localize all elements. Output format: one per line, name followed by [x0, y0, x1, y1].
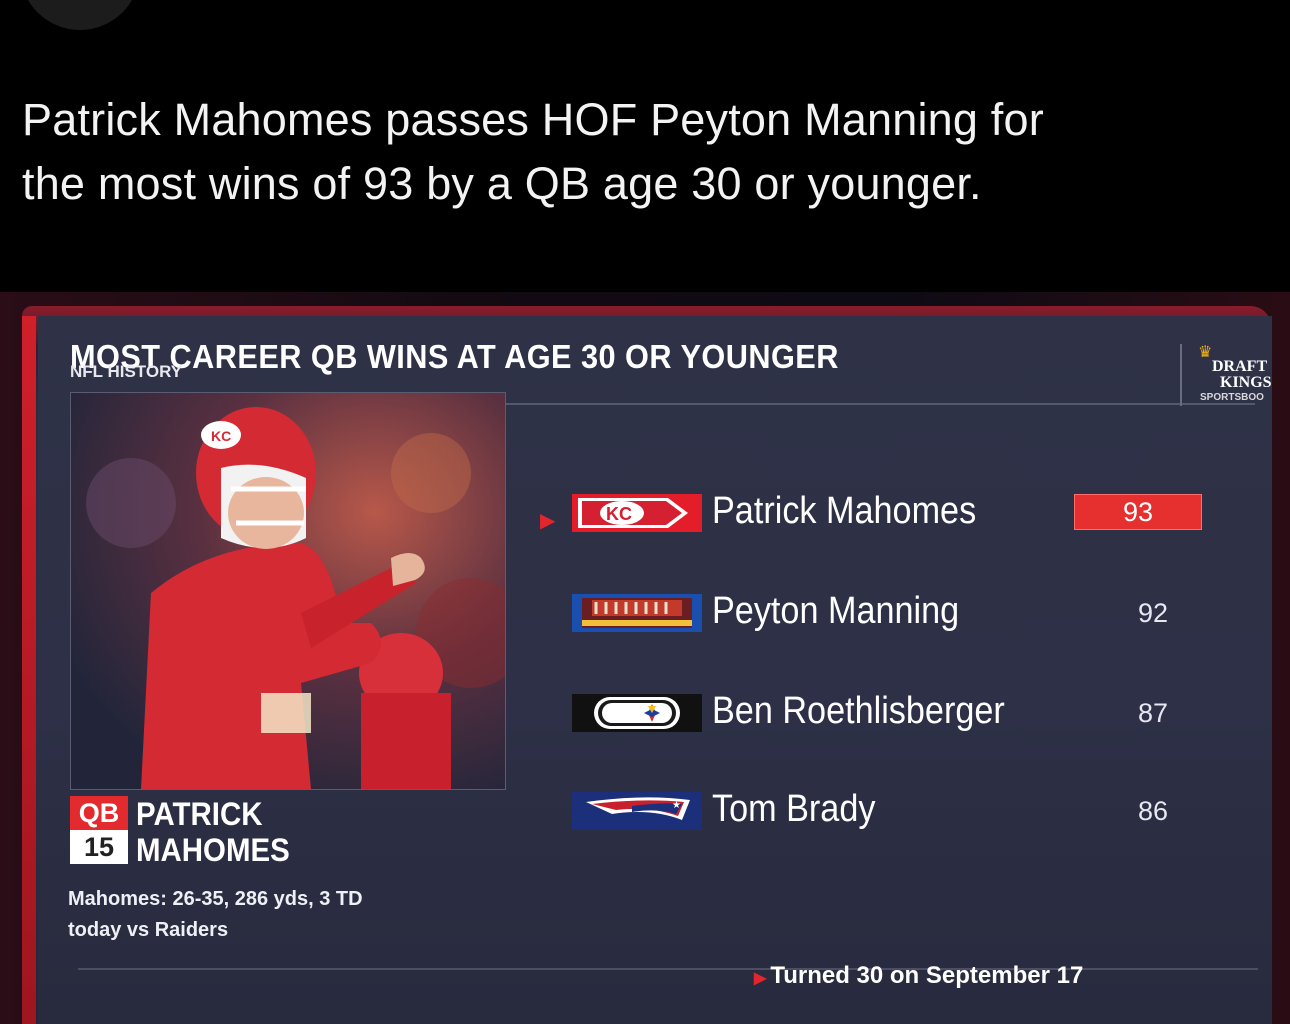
player-name: PATRICK MAHOMES — [136, 796, 290, 868]
current-player-arrow-icon: ▶ — [540, 510, 556, 532]
leader-name: Ben Roethlisberger — [712, 690, 1005, 732]
crown-icon: ♛ — [1198, 344, 1213, 361]
player-first-name: PATRICK — [136, 796, 263, 832]
graphic-red-edge — [22, 316, 36, 1024]
chiefs-logo: KC — [572, 494, 702, 532]
leader-row: ★ Tom Brady 86 — [540, 788, 1220, 848]
leader-wins-highlight: 93 — [1074, 494, 1202, 530]
sponsor-line-3: SPORTSBOO — [1200, 392, 1264, 403]
leader-row: ▶ KC Patrick Mahomes 93 — [540, 490, 1220, 550]
leader-name: Tom Brady — [712, 788, 876, 830]
title-divider — [505, 403, 1255, 405]
steelers-logo — [572, 694, 702, 732]
player-position: QB — [70, 796, 128, 830]
game-stats-line-2: today vs Raiders — [68, 919, 229, 941]
svg-text:KC: KC — [211, 428, 231, 444]
game-stats-line-1: Mahomes: 26-35, 286 yds, 3 TD — [68, 888, 363, 910]
player-last-name: MAHOMES — [136, 832, 290, 868]
svg-text:KC: KC — [606, 504, 632, 524]
draftkings-logo: ♛ DRAFT KINGS SPORTSBOO — [1180, 344, 1274, 406]
jersey-badge: QB 15 — [70, 796, 128, 864]
tweet-text: Patrick Mahomes passes HOF Peyton Mannin… — [22, 88, 1272, 216]
leader-wins: 92 — [1137, 598, 1169, 628]
game-stats: Mahomes: 26-35, 286 yds, 3 TD today vs R… — [68, 884, 363, 946]
footnote-arrow-icon: ▶ — [754, 970, 767, 987]
tweet-line-1: Patrick Mahomes passes HOF Peyton Mannin… — [22, 94, 1044, 145]
leader-wins: 87 — [1137, 698, 1169, 728]
footnote-text: Turned 30 on September 17 — [770, 962, 1084, 989]
footnote: ▶ Turned 30 on September 17 — [754, 962, 1083, 990]
player-photo: KC — [70, 392, 506, 790]
svg-text:★: ★ — [672, 800, 681, 811]
broncos-logo — [572, 594, 702, 632]
leader-row: Ben Roethlisberger 87 — [540, 690, 1220, 750]
avatar[interactable] — [20, 0, 140, 30]
leader-wins: 86 — [1137, 796, 1169, 826]
player-illustration: KC — [71, 393, 505, 789]
leader-name: Patrick Mahomes — [712, 490, 977, 532]
leader-row: Peyton Manning 92 — [540, 590, 1220, 650]
tweet-line-2: the most wins of 93 by a QB age 30 or yo… — [22, 158, 982, 209]
graphic-title: MOST CAREER QB WINS AT AGE 30 OR YOUNGER — [70, 338, 839, 375]
leader-name: Peyton Manning — [712, 590, 960, 632]
patriots-logo: ★ — [572, 792, 702, 830]
sponsor-line-1: DRAFT — [1212, 358, 1268, 375]
footer-divider — [78, 968, 1258, 970]
sponsor-line-2: KINGS — [1220, 374, 1272, 391]
player-number: 15 — [70, 830, 128, 864]
graphic-subtitle: NFL HISTORY — [70, 362, 183, 381]
